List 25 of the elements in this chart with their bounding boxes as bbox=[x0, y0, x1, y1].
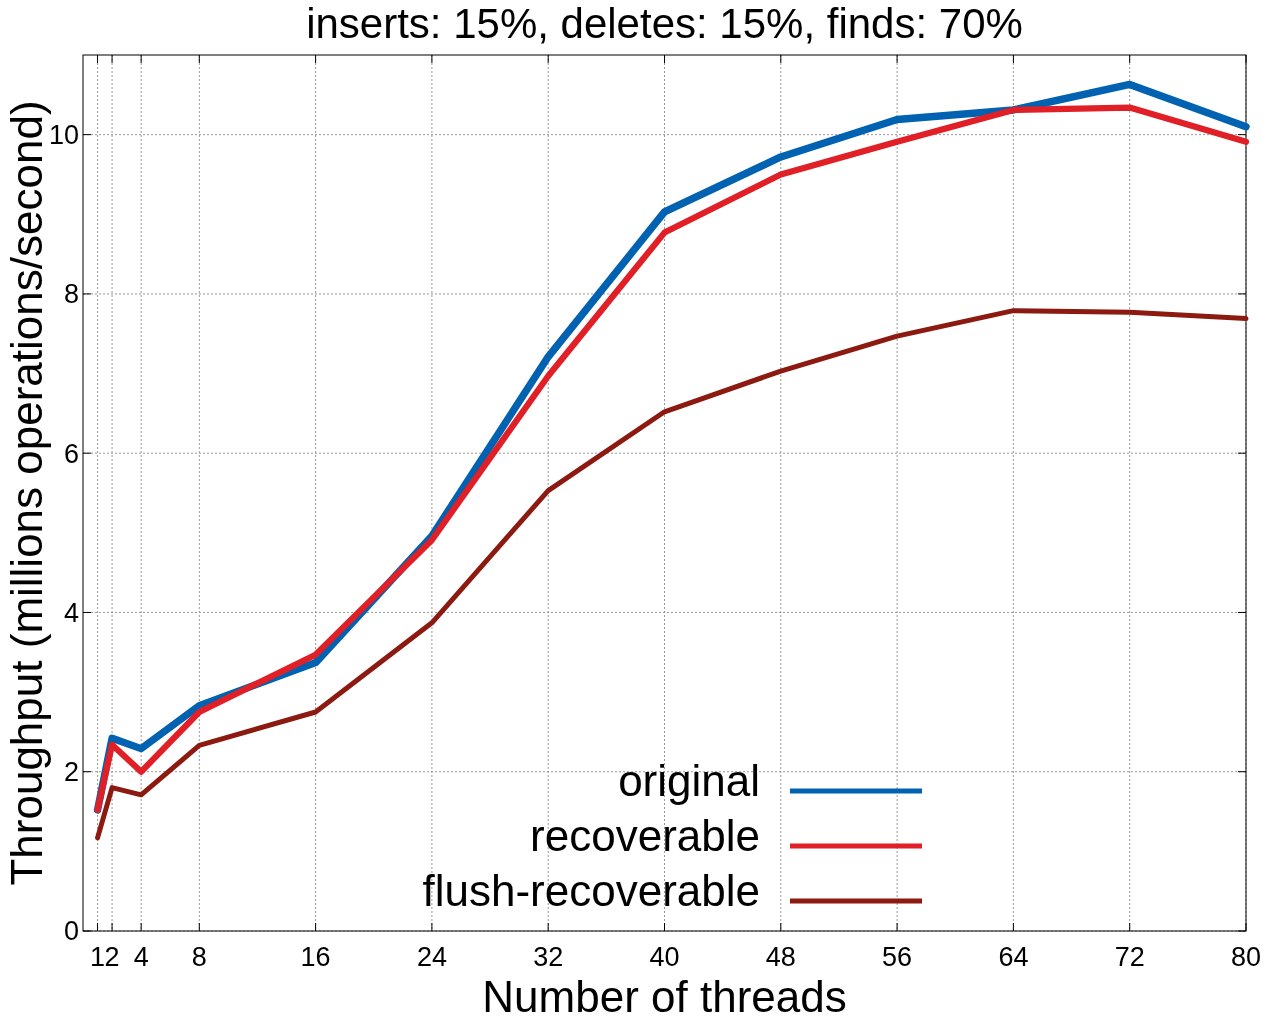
x-tick-label: 8 bbox=[191, 942, 207, 972]
x-tick-label: 2 bbox=[104, 942, 120, 972]
legend-label: recoverable bbox=[530, 811, 760, 861]
x-tick-label: 64 bbox=[998, 942, 1029, 972]
y-tick-label: 0 bbox=[63, 916, 79, 947]
y-axis-title: Throughput (millions operations/second) bbox=[2, 100, 51, 886]
y-tick-label: 6 bbox=[63, 438, 79, 469]
x-tick-label: 1 bbox=[90, 942, 106, 972]
x-tick-label: 24 bbox=[416, 942, 447, 972]
x-tick-label: 48 bbox=[765, 942, 796, 972]
x-tick-label: 16 bbox=[300, 942, 331, 972]
y-tick-label: 8 bbox=[63, 279, 79, 310]
x-tick-label: 72 bbox=[1114, 942, 1145, 972]
x-tick-label: 4 bbox=[133, 942, 149, 972]
x-tick-label: 40 bbox=[649, 942, 680, 972]
legend-label: flush-recoverable bbox=[422, 866, 760, 916]
x-tick-label: 32 bbox=[533, 942, 564, 972]
x-tick-label: 80 bbox=[1230, 942, 1262, 972]
y-tick-label: 10 bbox=[48, 120, 79, 151]
chart-title: inserts: 15%, deletes: 15%, finds: 70% bbox=[306, 0, 1023, 47]
x-axis-title: Number of threads bbox=[482, 972, 847, 1021]
x-tick-label: 56 bbox=[882, 942, 913, 972]
legend-label: original bbox=[618, 756, 760, 806]
y-tick-label: 2 bbox=[63, 757, 79, 788]
y-tick-label: 4 bbox=[63, 597, 79, 628]
